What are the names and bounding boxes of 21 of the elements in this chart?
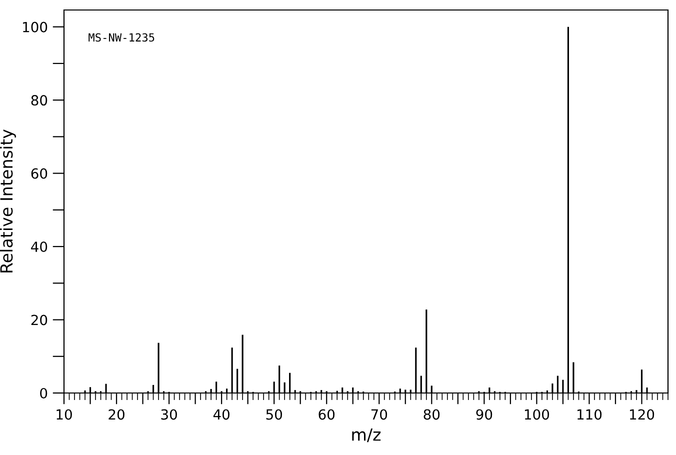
annotation: MS-NW-1235 [88, 33, 154, 42]
x-tick-label: 120 [630, 409, 654, 420]
y-axis-title: Relative Intensity [0, 129, 16, 272]
x-tick-label: 70 [371, 409, 388, 420]
x-tick-label: 110 [577, 409, 602, 420]
x-tick-label: 60 [318, 409, 335, 420]
y-tick-label: 40 [31, 242, 48, 252]
x-tick-label: 80 [424, 409, 440, 420]
y-tick-label: 100 [23, 22, 48, 32]
x-tick-label: 20 [108, 409, 124, 420]
y-tick-label: 80 [31, 95, 48, 106]
x-tick-label: 50 [266, 409, 282, 420]
x-tick-label: 30 [161, 409, 177, 420]
x-axis-title: m/z [352, 428, 381, 442]
y-tick-label: 60 [31, 168, 48, 179]
y-tick-label: 0 [40, 388, 48, 398]
x-tick-label: 100 [524, 409, 550, 420]
x-tick-label: 40 [213, 409, 230, 420]
x-tick-label: 90 [476, 409, 492, 420]
x-tick-label: 10 [56, 409, 72, 420]
y-tick-label: 20 [31, 314, 48, 326]
